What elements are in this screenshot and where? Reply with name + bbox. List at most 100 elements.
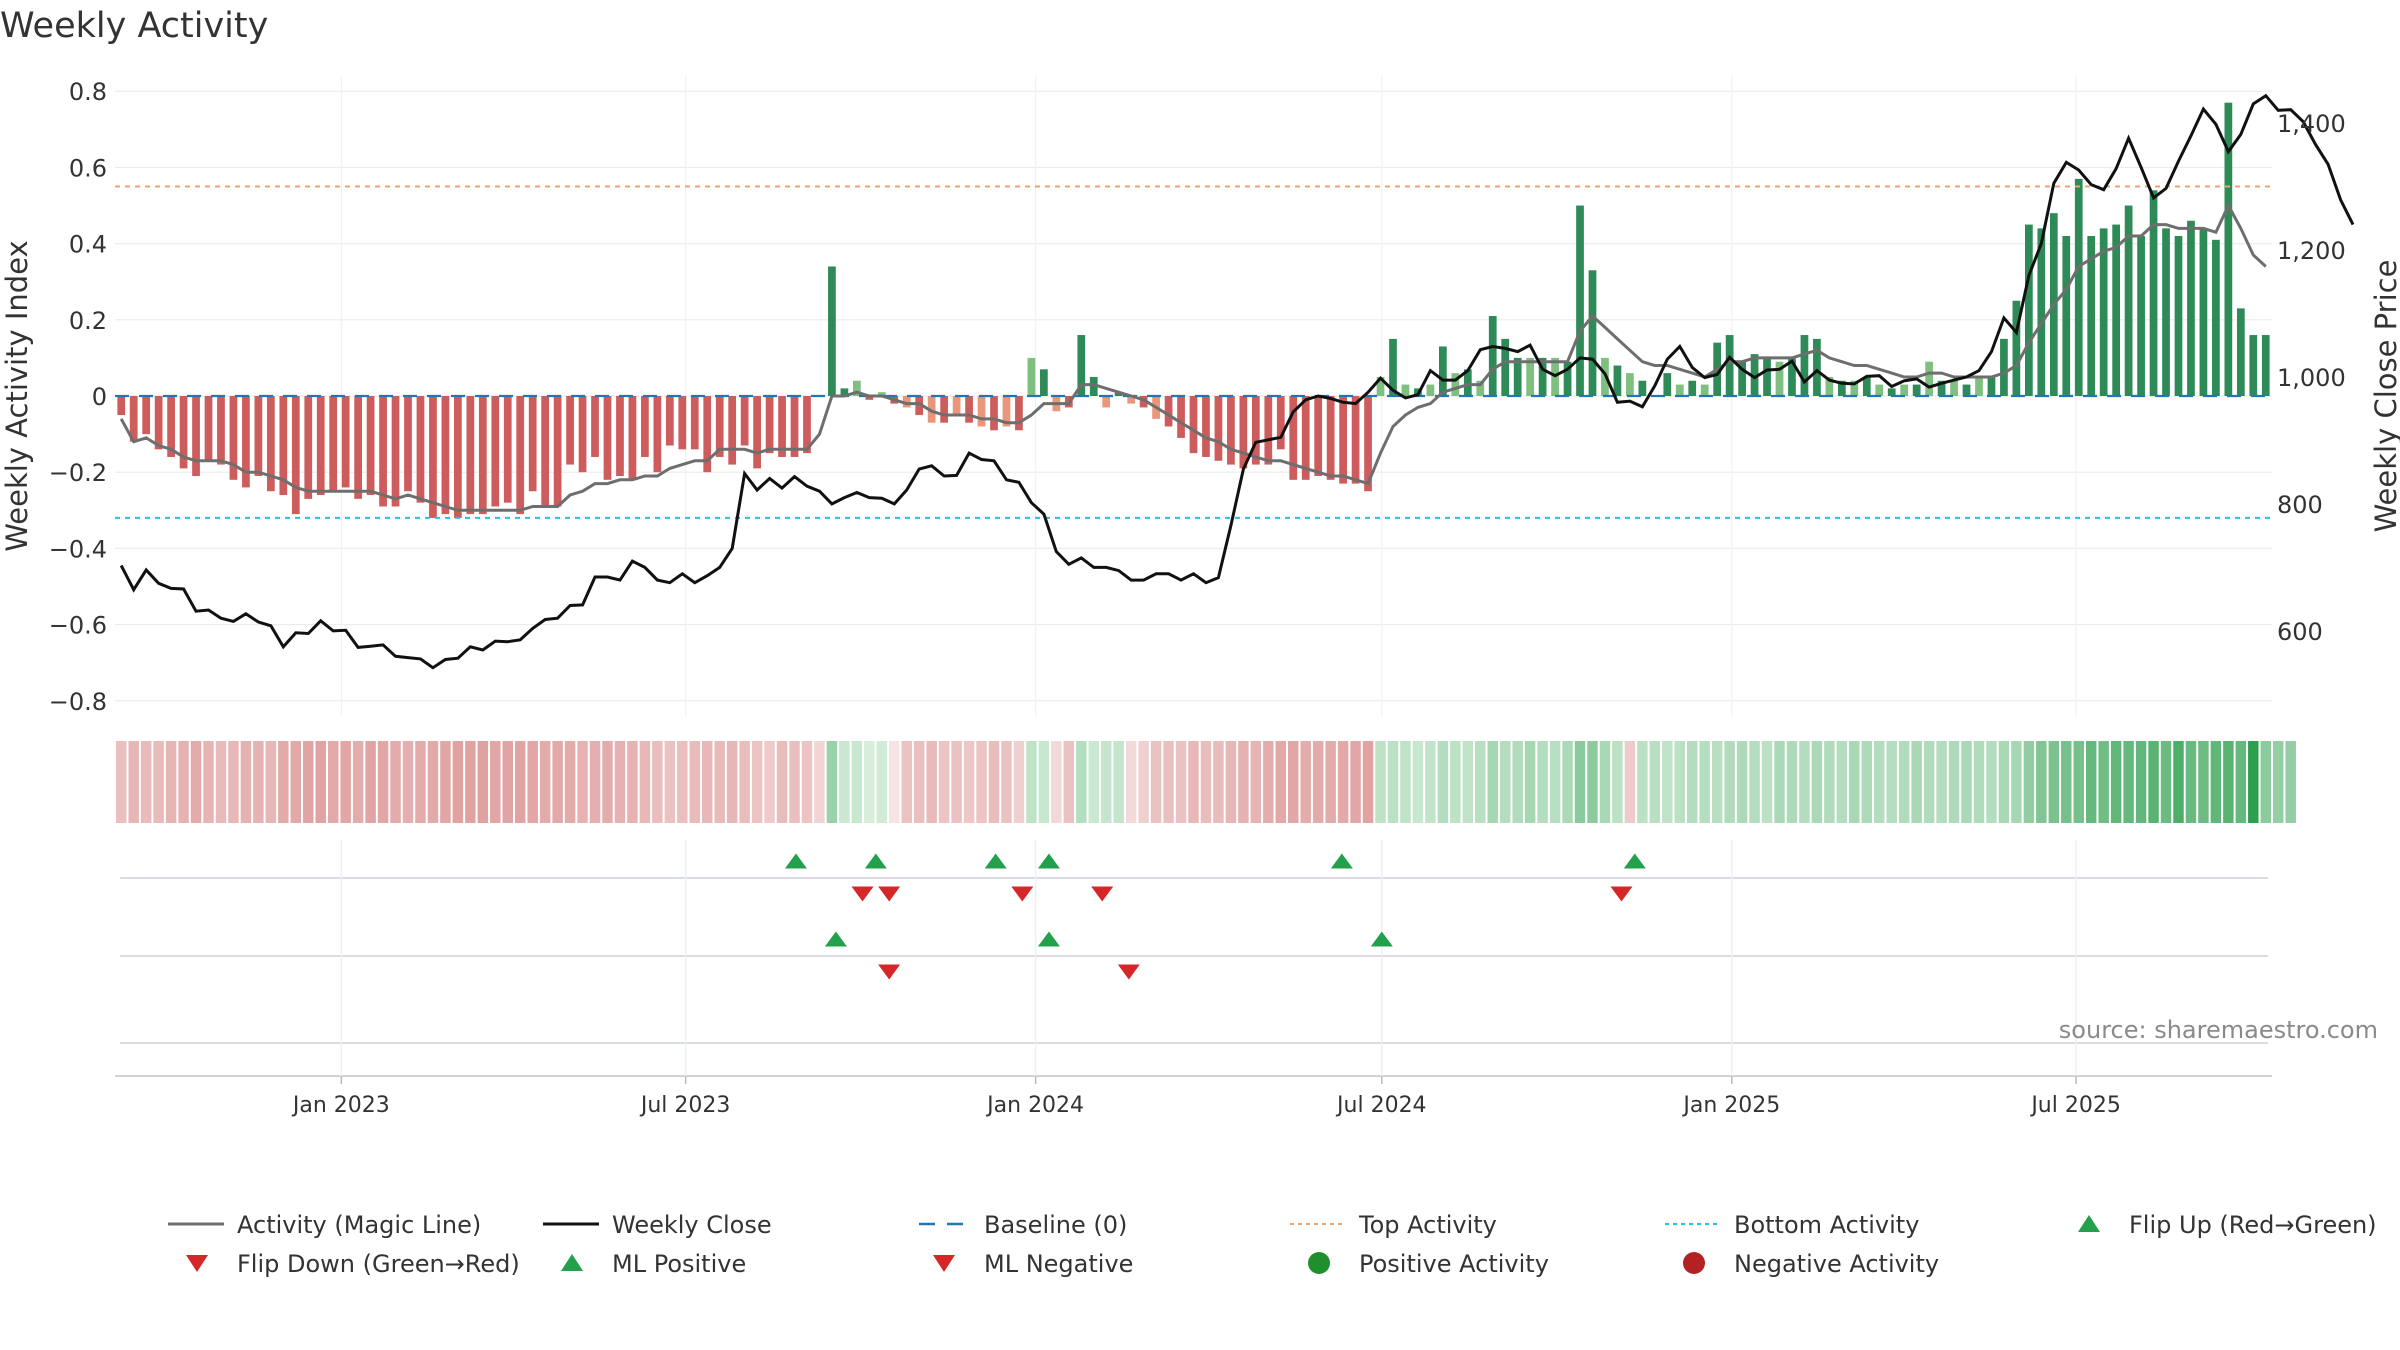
strip-cell bbox=[976, 741, 987, 823]
activity-bar bbox=[1339, 396, 1347, 484]
activity-bar bbox=[541, 396, 550, 507]
activity-bar bbox=[242, 396, 250, 488]
ml-positive-marker bbox=[824, 931, 847, 947]
strip-cell bbox=[814, 741, 825, 823]
activity-bar bbox=[1102, 396, 1111, 408]
strip-cell bbox=[1836, 741, 1848, 823]
strip-cell bbox=[1574, 741, 1586, 823]
activity-bar bbox=[1925, 361, 1933, 396]
activity-bar bbox=[940, 396, 949, 423]
activity-bar bbox=[990, 396, 998, 431]
strip-cell bbox=[664, 741, 676, 823]
strip-cell bbox=[1400, 741, 1411, 823]
activity-bar bbox=[1015, 396, 1023, 431]
strip-cell bbox=[253, 741, 264, 823]
strip-cell bbox=[340, 741, 351, 823]
ml-negative-marker bbox=[878, 964, 901, 980]
strip-cell bbox=[1275, 741, 1287, 823]
activity-bar bbox=[915, 396, 924, 416]
flip-up-marker bbox=[984, 853, 1007, 869]
activity-bar bbox=[2149, 190, 2158, 396]
activity-bar bbox=[266, 396, 275, 492]
strip-cell bbox=[2023, 741, 2035, 823]
activity-bar bbox=[628, 396, 637, 480]
strip-cell bbox=[1051, 741, 1062, 823]
activity-bar bbox=[641, 396, 649, 457]
activity-bar bbox=[1127, 396, 1136, 404]
strip-cell bbox=[365, 741, 376, 823]
activity-bar bbox=[566, 396, 574, 465]
strip-cell bbox=[1861, 741, 1873, 823]
activity-bar bbox=[2000, 338, 2008, 396]
x-tick-label: Jan 2025 bbox=[1681, 1093, 1780, 1118]
activity-bar bbox=[404, 396, 412, 492]
strip-cell bbox=[2285, 741, 2296, 823]
activity-bar bbox=[591, 396, 599, 457]
strip-cell bbox=[1612, 741, 1623, 823]
strip-cell bbox=[1175, 741, 1187, 823]
strip-cell bbox=[1150, 741, 1162, 823]
strip-cell bbox=[2036, 741, 2047, 823]
activity-bar bbox=[2212, 239, 2220, 396]
activity-bar bbox=[578, 396, 587, 473]
legend-item-ml_negative: ML Negative bbox=[933, 1250, 1133, 1278]
strip-cell bbox=[1213, 741, 1224, 823]
strip-cell bbox=[1811, 741, 1823, 823]
activity-bar bbox=[1688, 380, 1697, 396]
activity-lines bbox=[119, 93, 2355, 670]
activity-bar bbox=[1189, 396, 1198, 454]
strip-cell bbox=[1911, 741, 1922, 823]
activity-bar bbox=[117, 396, 126, 416]
flip-up-marker bbox=[864, 853, 887, 869]
activity-bar bbox=[1040, 369, 1048, 396]
strip-cell bbox=[826, 741, 838, 823]
activity-bar bbox=[1202, 396, 1210, 457]
strip-cell bbox=[876, 741, 888, 823]
strip-cell bbox=[1674, 741, 1685, 823]
strip-cell bbox=[714, 741, 725, 823]
activity-bar bbox=[1738, 361, 1746, 396]
strip-cell bbox=[789, 741, 800, 823]
strip-cell bbox=[1649, 741, 1661, 823]
flip-down-marker bbox=[1091, 886, 1114, 902]
strip-cell bbox=[2185, 741, 2197, 823]
strip-cell bbox=[203, 741, 214, 823]
strip-cell bbox=[1524, 741, 1536, 823]
activity-bar bbox=[952, 396, 961, 416]
activity-bar bbox=[1463, 369, 1472, 396]
activity-bar bbox=[1700, 384, 1709, 396]
strip-cell bbox=[1188, 741, 1199, 823]
left-tick-label: 0.2 bbox=[69, 307, 107, 335]
activity-bar bbox=[1576, 205, 1584, 396]
strip-cell bbox=[1736, 741, 1748, 823]
strip-cell bbox=[851, 741, 863, 823]
activity-bar bbox=[1027, 357, 1036, 396]
legend-swatch bbox=[1308, 1252, 1330, 1274]
strip-cell bbox=[1263, 741, 1274, 823]
activity-bar bbox=[1364, 396, 1372, 492]
strip-cell bbox=[215, 741, 227, 823]
activity-bar bbox=[341, 396, 350, 488]
strip-cell bbox=[1113, 741, 1124, 823]
strip-cell bbox=[1013, 741, 1025, 823]
activity-bar bbox=[154, 396, 163, 450]
left-tick-label: 0.4 bbox=[69, 231, 107, 259]
activity-bar bbox=[429, 396, 437, 518]
activity-bar bbox=[454, 396, 462, 518]
activity-bar bbox=[703, 396, 712, 473]
reference-lines bbox=[115, 185, 2272, 519]
activity-bar bbox=[965, 396, 973, 423]
activity-bar bbox=[2037, 228, 2046, 396]
strip-cell bbox=[1786, 741, 1798, 823]
activity-bar bbox=[2025, 224, 2033, 396]
strip-cell bbox=[415, 741, 426, 823]
legend-label: Bottom Activity bbox=[1734, 1211, 1919, 1239]
strip-cell bbox=[1450, 741, 1461, 823]
legend-item-weekly_close: Weekly Close bbox=[543, 1211, 772, 1239]
strip-cell bbox=[926, 741, 937, 823]
strip-cell bbox=[2110, 741, 2122, 823]
right-tick-label: 600 bbox=[2277, 618, 2323, 646]
activity-bar bbox=[1800, 335, 1809, 396]
legend-label: Positive Activity bbox=[1359, 1250, 1549, 1278]
